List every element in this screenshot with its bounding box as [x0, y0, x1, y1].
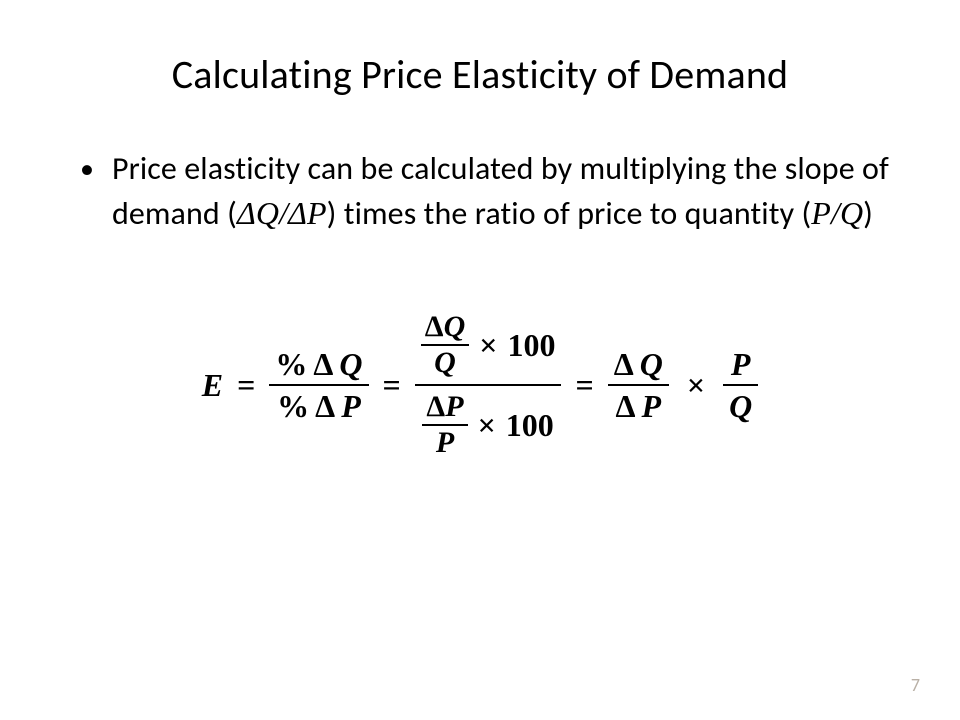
den-q: Q — [723, 386, 758, 426]
frac-dq-q: ΔQ Q — [421, 310, 469, 380]
slope-expr: ΔQ/ΔP — [237, 195, 327, 231]
den-pctdp: %ΔP — [271, 386, 367, 426]
pct-2: % — [277, 390, 309, 422]
times-1: × — [475, 329, 501, 361]
eq-E: E — [202, 367, 223, 404]
q-4: Q — [444, 310, 466, 343]
den-dp-over-p-100: ΔP P × 100 — [416, 386, 559, 464]
q-2: Q — [840, 195, 863, 231]
q-3: Q — [339, 348, 362, 380]
pct-1: % — [275, 348, 307, 380]
bullet-mid: ) times the ratio of price to quantity ( — [327, 194, 812, 233]
bullet-item: • Price elasticity can be calculated by … — [60, 147, 900, 236]
slash-1: / — [279, 195, 288, 231]
q-5: Q — [640, 348, 663, 380]
p-3: P — [341, 390, 361, 422]
sden-q: Q — [430, 346, 460, 380]
num-p: P — [725, 344, 757, 384]
p-2: P — [811, 195, 831, 231]
p-4: P — [445, 390, 463, 423]
p-5: P — [642, 390, 662, 422]
bullet-marker: • — [80, 147, 94, 191]
num-dq: ΔQ — [608, 344, 669, 384]
delta-4: Δ — [315, 390, 335, 422]
frac-pctdq-pctdp: %ΔQ %ΔP — [269, 344, 368, 426]
times-2: × — [474, 409, 500, 441]
snum-dp: ΔP — [422, 390, 467, 424]
eq-equals-1: = — [237, 367, 255, 404]
elasticity-equation: E = %ΔQ %ΔP = ΔQ Q — [202, 306, 758, 464]
slide: Calculating Price Elasticity of Demand •… — [0, 0, 960, 720]
den-dp: ΔP — [609, 386, 667, 426]
eq-equals-3: = — [575, 367, 593, 404]
snum-dq: ΔQ — [421, 310, 469, 344]
delta-7: Δ — [614, 348, 634, 380]
frac-p-q: P Q — [723, 344, 758, 426]
ratio-expr: P/Q — [811, 195, 863, 231]
times-3: × — [683, 367, 709, 404]
slide-title: Calculating Price Elasticity of Demand — [60, 50, 900, 99]
bullet-text: Price elasticity can be calculated by mu… — [112, 147, 900, 236]
bullet-suffix: ) — [863, 194, 873, 233]
q-1: Q — [256, 195, 279, 231]
hundred-2: 100 — [506, 409, 554, 441]
slash-2: / — [831, 195, 840, 231]
delta-8: Δ — [615, 390, 635, 422]
page-number: 7 — [911, 674, 920, 696]
sden-p: P — [432, 426, 458, 460]
eq-equals-2: = — [383, 367, 401, 404]
frac-dp-p: ΔP P — [422, 390, 467, 460]
num-dq-over-q-100: ΔQ Q × 100 — [415, 306, 562, 384]
delta-3: Δ — [313, 348, 333, 380]
frac-big: ΔQ Q × 100 ΔP P × 100 — [415, 306, 562, 464]
delta-1: Δ — [237, 195, 256, 231]
p-1: P — [307, 195, 327, 231]
frac-dq-dp: ΔQ ΔP — [608, 344, 669, 426]
delta-6: Δ — [426, 390, 445, 423]
equation-block: E = %ΔQ %ΔP = ΔQ Q — [60, 306, 900, 464]
delta-5: Δ — [425, 310, 444, 343]
num-pctdq: %ΔQ — [269, 344, 368, 384]
delta-2: Δ — [288, 195, 307, 231]
hundred-1: 100 — [507, 329, 555, 361]
